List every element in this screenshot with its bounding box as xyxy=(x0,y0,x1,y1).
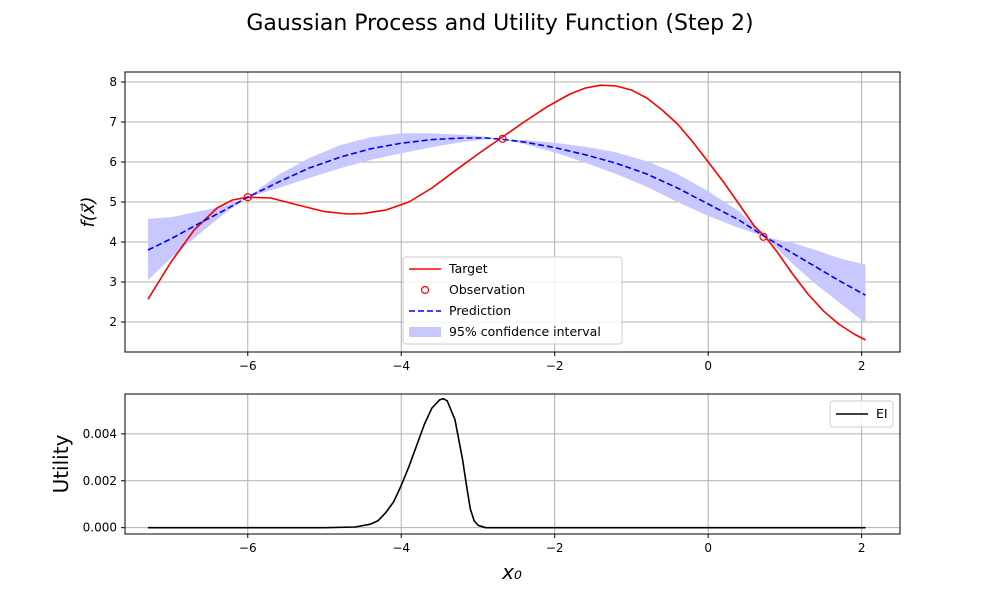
y-tick-label: 0.000 xyxy=(83,521,117,535)
legend-entry: 95% confidence interval xyxy=(409,324,601,339)
y-tick-label: 3 xyxy=(109,275,117,289)
confidence-interval-band xyxy=(148,133,866,324)
utility-x-axis-label: x₀ xyxy=(501,560,522,584)
x-tick-label: 0 xyxy=(704,359,712,373)
legend-label: Target xyxy=(448,261,488,276)
target-line xyxy=(147,84,866,341)
utility-series xyxy=(148,397,866,529)
prediction-line xyxy=(147,137,866,296)
gp-series xyxy=(147,84,866,341)
utility-plot: −6 −4 −2 0 2 0.000 0.002 0.004 Utility x₀ EI xyxy=(49,393,901,584)
legend-label: EI xyxy=(876,406,888,421)
utility-y-axis-label: Utility xyxy=(49,434,73,493)
y-tick-label: 8 xyxy=(109,75,117,89)
y-tick-label: 0.004 xyxy=(83,427,117,441)
y-tick-label: 0.002 xyxy=(83,474,117,488)
x-tick-label: −2 xyxy=(546,541,564,555)
utility-y-ticks: 0.000 0.002 0.004 xyxy=(83,427,125,535)
gp-frame xyxy=(124,71,901,353)
utility-legend: EI xyxy=(829,400,894,428)
gp-y-ticks: 2 3 4 5 6 7 8 xyxy=(109,75,125,329)
gp-confidence-band xyxy=(148,133,866,324)
legend-label: Observation xyxy=(449,282,525,297)
x-tick-label: 2 xyxy=(858,541,866,555)
ei-line xyxy=(148,397,866,529)
utility-x-ticks: −6 −4 −2 0 2 xyxy=(239,534,866,555)
utility-frame xyxy=(124,393,901,535)
x-tick-label: −6 xyxy=(239,541,257,555)
legend-entry: Prediction xyxy=(409,303,511,318)
legend-entry: Target xyxy=(409,261,488,276)
legend-entry: Observation xyxy=(420,282,525,297)
observation-point xyxy=(759,232,768,241)
y-tick-label: 7 xyxy=(109,115,117,129)
gp-grid xyxy=(125,72,900,352)
gp-legend: Target Observation Prediction 95% confidenc… xyxy=(402,256,623,345)
gp-plot: −6 −4 −2 0 2 2 3 4 5 6 7 8 f(x⃗) Target Observation… xyxy=(78,71,901,373)
y-tick-label: 6 xyxy=(109,155,117,169)
x-tick-label: −2 xyxy=(546,359,564,373)
x-tick-label: −4 xyxy=(392,359,410,373)
y-tick-label: 2 xyxy=(109,315,117,329)
legend-marker-swatch xyxy=(420,285,430,295)
legend-label: 95% confidence interval xyxy=(449,324,601,339)
x-tick-label: 2 xyxy=(858,359,866,373)
y-tick-label: 5 xyxy=(109,195,117,209)
gp-x-ticks: −6 −4 −2 0 2 xyxy=(239,352,866,373)
x-tick-label: −6 xyxy=(239,359,257,373)
gp-observations xyxy=(243,134,768,241)
x-tick-label: −4 xyxy=(392,541,410,555)
observation-point xyxy=(498,134,507,143)
legend-label: Prediction xyxy=(449,303,511,318)
gp-y-axis-label: f(x⃗) xyxy=(78,196,99,227)
y-tick-label: 4 xyxy=(109,235,117,249)
observation-point xyxy=(243,193,252,202)
figure-title: Gaussian Process and Utility Function (S… xyxy=(246,11,753,36)
legend-fill-swatch xyxy=(409,327,441,337)
x-tick-label: 0 xyxy=(704,541,712,555)
gp-legend-box xyxy=(402,256,623,345)
